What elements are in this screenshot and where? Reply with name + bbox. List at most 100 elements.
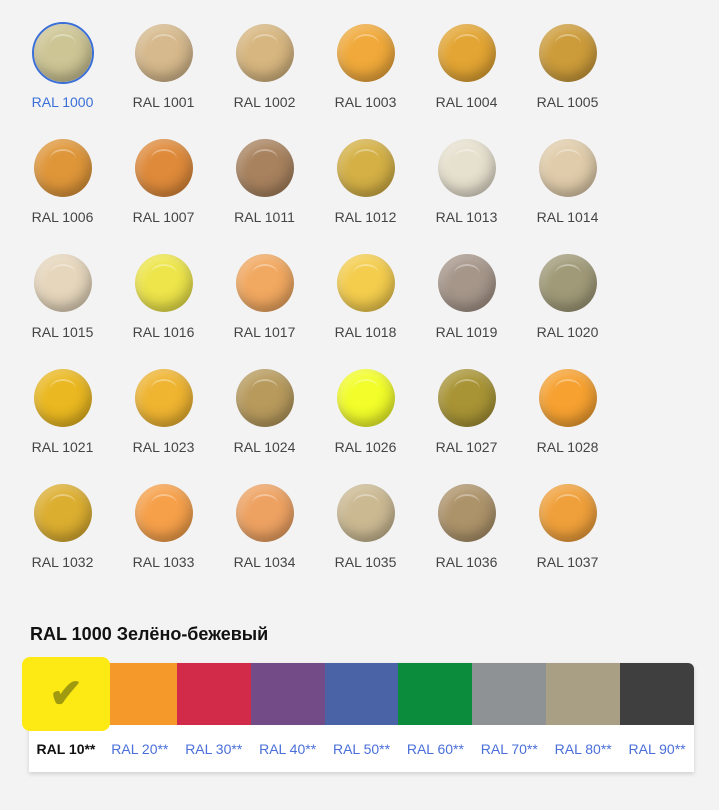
color-swatch-item[interactable]: RAL 1006 [12,137,113,252]
swatch-ring [436,22,498,84]
color-code-label: RAL 1028 [536,439,599,455]
group-label: RAL 90** [628,740,686,757]
color-swatch-item[interactable]: RAL 1023 [113,367,214,482]
color-code-label: RAL 1021 [31,439,94,455]
swatch-ring [32,482,94,544]
color-sphere [538,369,597,427]
color-swatch-item[interactable]: RAL 1012 [315,137,416,252]
swatch-ring [335,367,397,429]
swatch-ring [32,367,94,429]
group-label: RAL 40** [259,740,317,757]
color-swatch-item[interactable]: RAL 1002 [214,22,315,137]
color-grid: RAL 1000 RAL 1001 RAL 1002 RAL 1003 RAL 1004… [12,22,618,597]
color-sphere [33,254,92,312]
color-sphere [134,484,193,542]
swatch-ring [234,137,296,199]
tab-color-group[interactable]: RAL 90** [620,663,695,772]
color-swatch-item[interactable]: RAL 1021 [12,367,113,482]
color-group-tabs: ✔ RAL 10** RAL 20** RAL 30** RAL 40** RAL 50*… [22,657,695,772]
color-swatch-item[interactable]: RAL 1014 [517,137,618,252]
tab-color-group[interactable]: RAL 30** [176,663,251,772]
color-swatch-item[interactable]: RAL 1005 [517,22,618,137]
color-code-label: RAL 1014 [536,209,599,225]
selected-color-title: RAL 1000 Зелёно-бежевый [30,624,269,644]
color-code-label: RAL 1015 [31,324,94,340]
color-sphere [235,369,294,427]
color-swatch-item[interactable]: RAL 1024 [214,367,315,482]
swatch-ring [537,252,599,314]
color-swatch-item[interactable]: RAL 1003 [315,22,416,137]
color-sphere [336,254,395,312]
swatch-ring [537,22,599,84]
color-swatch-item[interactable]: RAL 1004 [416,22,517,137]
group-label: RAL 70** [480,740,538,757]
color-code-label: RAL 1004 [435,94,498,110]
color-code-label: RAL 1001 [132,94,195,110]
color-code-label: RAL 1011 [234,209,295,225]
color-code-label: RAL 1012 [334,209,397,225]
color-swatch-item[interactable]: RAL 1036 [416,482,517,597]
tab-color-group[interactable]: RAL 50** [324,663,399,772]
color-swatch-item[interactable]: RAL 1017 [214,252,315,367]
color-code-label: RAL 1026 [334,439,397,455]
color-swatch-item[interactable]: RAL 1001 [113,22,214,137]
color-swatch-item[interactable]: RAL 1034 [214,482,315,597]
color-swatch-item[interactable]: RAL 1037 [517,482,618,597]
swatch-ring [133,367,195,429]
tab-color-group[interactable]: RAL 70** [472,663,547,772]
color-swatch-item[interactable]: RAL 1033 [113,482,214,597]
color-sphere [235,24,294,82]
swatch-ring [133,137,195,199]
color-code-label: RAL 1006 [31,209,94,225]
swatch-ring [537,482,599,544]
tab-color-group[interactable]: RAL 40** [250,663,325,772]
color-code-label: RAL 1019 [435,324,498,340]
color-sphere [235,484,294,542]
color-swatch-item[interactable]: RAL 1019 [416,252,517,367]
color-sphere [437,139,496,197]
color-swatch-item[interactable]: RAL 1035 [315,482,416,597]
color-code-label: RAL 1033 [132,554,195,570]
color-swatch-item[interactable]: RAL 1013 [416,137,517,252]
color-swatch-item[interactable]: RAL 1015 [12,252,113,367]
color-swatch-item[interactable]: RAL 1028 [517,367,618,482]
tab-color-group[interactable]: RAL 20** [102,663,177,772]
color-code-label: RAL 1005 [536,94,599,110]
color-swatch-item[interactable]: RAL 1018 [315,252,416,367]
color-code-label: RAL 1023 [132,439,195,455]
tab-color-group[interactable]: RAL 80** [546,663,621,772]
swatch-ring [234,482,296,544]
color-sphere [437,369,496,427]
color-swatch-item[interactable]: RAL 1007 [113,137,214,252]
color-sphere [538,254,597,312]
group-label: RAL 10** [36,740,96,757]
color-sphere [33,369,92,427]
color-swatch-item[interactable]: RAL 1011 [214,137,315,252]
group-label: RAL 80** [554,740,612,757]
swatch-ring [436,137,498,199]
color-code-label: RAL 1003 [334,94,397,110]
color-code-label: RAL 1002 [233,94,296,110]
check-icon: ✔ [49,672,83,716]
color-swatch-item[interactable]: RAL 1026 [315,367,416,482]
swatch-ring [436,367,498,429]
color-swatch-item[interactable]: RAL 1020 [517,252,618,367]
swatch-ring [537,367,599,429]
color-code-label: RAL 1007 [132,209,195,225]
color-sphere [538,24,597,82]
color-code-label: RAL 1018 [334,324,397,340]
color-sphere [336,139,395,197]
color-swatch-item[interactable]: RAL 1000 [12,22,113,137]
color-sphere [437,484,496,542]
color-swatch-item[interactable]: RAL 1032 [12,482,113,597]
swatch-ring [436,252,498,314]
color-sphere [134,254,193,312]
tab-color-group[interactable]: ✔ RAL 10** [22,657,110,772]
group-swatch [620,663,695,725]
tab-color-group[interactable]: RAL 60** [398,663,473,772]
color-swatch-item[interactable]: RAL 1027 [416,367,517,482]
swatch-ring [32,252,94,314]
swatch-ring [335,137,397,199]
color-sphere [437,24,496,82]
color-swatch-item[interactable]: RAL 1016 [113,252,214,367]
